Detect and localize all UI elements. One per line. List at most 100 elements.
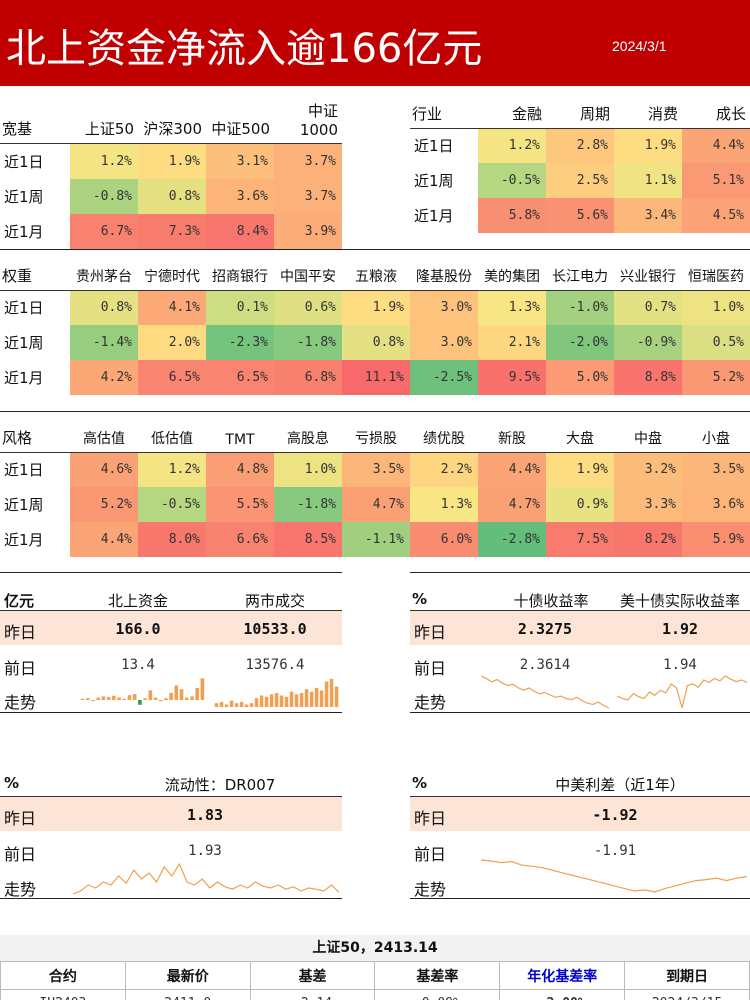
turnover-bar bbox=[219, 701, 224, 707]
weights-cell: -2.0% bbox=[546, 325, 614, 360]
broad-cell: 3.6% bbox=[206, 178, 274, 214]
north-flow-bar bbox=[91, 700, 95, 701]
north-flow-bar bbox=[153, 697, 158, 700]
industry-column-header: 周期 bbox=[546, 100, 614, 129]
weights-row: 近1周 -1.4% 2.0% -2.3% -1.8% 0.8% 3.0% 2.1% -2.0% -… bbox=[0, 325, 750, 360]
style-cell: 5.9% bbox=[682, 522, 750, 557]
north-flow-bar bbox=[122, 698, 126, 700]
style-cell: 1.0% bbox=[274, 452, 342, 487]
weights-cell: -1.8% bbox=[274, 325, 342, 360]
style-cell: 3.5% bbox=[682, 452, 750, 487]
industry-row-label: 近1月 bbox=[414, 207, 454, 225]
futures-cell: 2411.0 bbox=[124, 989, 251, 1000]
turnover-bar bbox=[244, 704, 249, 707]
north-flow-bar bbox=[132, 694, 137, 700]
broad-row-label: 近1月 bbox=[4, 222, 44, 241]
weights-column-header: 宁德时代 bbox=[138, 262, 206, 291]
industry-cell: 1.9% bbox=[614, 128, 682, 163]
bond-yield-panel: % 十债收益率 美十债实际收益率 昨日 2.3275 1.92 前日 2.361… bbox=[410, 582, 750, 713]
style-cell: 4.7% bbox=[478, 487, 546, 522]
row-label: 昨日 bbox=[414, 623, 447, 642]
broad-row: 近1周 -0.8% 0.8% 3.6% 3.7% bbox=[0, 178, 342, 214]
industry-cell: 5.1% bbox=[682, 163, 750, 198]
weights-column-header: 长江电力 bbox=[546, 262, 614, 291]
weights-cell: 11.1% bbox=[342, 360, 410, 395]
unit-label: % bbox=[412, 774, 428, 792]
broad-column-header: 上证50 bbox=[70, 100, 138, 144]
turnover-bar-sparkline bbox=[214, 679, 339, 707]
style-cell: 0.9% bbox=[546, 487, 614, 522]
style-cell: 3.2% bbox=[614, 452, 682, 487]
futures-cell: IH2403 bbox=[0, 989, 126, 1000]
north-flow-bar bbox=[184, 697, 189, 700]
yesterday-row-bg bbox=[410, 611, 750, 645]
broad-cell: 3.1% bbox=[206, 143, 274, 179]
weights-cell: 2.1% bbox=[478, 325, 546, 360]
futures-column-header: 到期日 bbox=[624, 961, 750, 990]
futures-row: IH24032411.0-2.14-0.09%-2.00%2024/3/15 bbox=[0, 989, 750, 1000]
turnover-bar bbox=[284, 696, 289, 707]
futures-cell: -0.09% bbox=[374, 989, 501, 1000]
industry-column-header: 消费 bbox=[614, 100, 682, 129]
industry-corner-label: 行业 bbox=[410, 100, 478, 129]
weights-cell: 6.5% bbox=[138, 360, 206, 395]
style-corner-label: 风格 bbox=[0, 424, 70, 453]
broad-cell: 7.3% bbox=[138, 213, 206, 249]
row-label: 走势 bbox=[414, 693, 447, 712]
turnover-bar bbox=[294, 694, 299, 707]
style-cell: 1.2% bbox=[138, 452, 206, 487]
weights-column-header: 五粮液 bbox=[342, 262, 410, 291]
divider bbox=[0, 796, 342, 797]
row-label: 昨日 bbox=[4, 623, 37, 642]
north-flow-bar bbox=[127, 695, 132, 700]
weights-cell: 4.1% bbox=[138, 290, 206, 325]
cn10y-line bbox=[480, 675, 610, 709]
weights-cell: 4.2% bbox=[70, 360, 138, 395]
turnover-prev-value: 13576.4 bbox=[245, 657, 305, 673]
yesterday-row-bg bbox=[0, 797, 342, 831]
unit-label: % bbox=[4, 774, 20, 792]
broad-cell: 3.7% bbox=[274, 178, 342, 214]
row-label: 前日 bbox=[414, 845, 447, 864]
style-column-header: 高估值 bbox=[70, 424, 138, 453]
row-label: 走势 bbox=[4, 693, 37, 712]
us10y-real-line bbox=[616, 675, 748, 709]
row-label: 昨日 bbox=[414, 809, 447, 828]
industry-cell: -0.5% bbox=[478, 163, 546, 198]
broad-row-label: 近1日 bbox=[4, 152, 44, 171]
dr007-prev-value: 1.93 bbox=[188, 843, 222, 859]
style-factor-table: 风格 高估值 低估值 TMT 高股息 亏损股 绩优股 新股 大盘 中盘 小盘 近1日 4.6% 1.2% 4… bbox=[0, 424, 750, 557]
turnover-bar bbox=[214, 703, 219, 707]
weights-cell: 0.8% bbox=[342, 325, 410, 360]
style-cell: 5.5% bbox=[206, 487, 274, 522]
weights-cell: 9.5% bbox=[478, 360, 546, 395]
column-header: 两市成交 bbox=[244, 592, 305, 610]
row-label: 走势 bbox=[4, 880, 37, 899]
style-row-label: 近1月 bbox=[4, 531, 44, 549]
futures-column-header: 合约 bbox=[0, 961, 126, 990]
turnover-bar bbox=[234, 703, 239, 707]
rate-spread-panel: % 中美利差（近1年） 昨日 -1.92 前日 -1.91 走势 bbox=[410, 770, 750, 900]
weights-row: 近1月 4.2% 6.5% 6.5% 6.8% 11.1% -2.5% 9.5% 5.0% 8.8… bbox=[0, 360, 750, 395]
spread-line bbox=[480, 859, 748, 893]
style-cell: 3.3% bbox=[614, 487, 682, 522]
broad-cell: 8.4% bbox=[206, 213, 274, 249]
style-cell: 4.4% bbox=[478, 452, 546, 487]
style-cell: 4.6% bbox=[70, 452, 138, 487]
north-prev-value: 13.4 bbox=[121, 657, 155, 673]
industry-table: 行业 金融 周期 消费 成长 近1日 1.2% 2.8% 1.9% 4.4% 近1周 -0.5% 2.5… bbox=[410, 100, 750, 233]
turnover-bar bbox=[324, 681, 329, 707]
style-column-header: TMT bbox=[206, 424, 274, 453]
weight-stocks-table: 权重 贵州茅台 宁德时代 招商银行 中国平安 五粮液 隆基股份 美的集团 长江电力 兴业银行 恒瑞医… bbox=[0, 262, 750, 395]
weights-cell: 0.5% bbox=[682, 325, 750, 360]
column-header: 美十债实际收益率 bbox=[619, 592, 740, 610]
broad-cell: 1.9% bbox=[138, 143, 206, 179]
report-date: 2024/3/1 bbox=[612, 38, 667, 54]
weights-cell: -1.4% bbox=[70, 325, 138, 360]
north-flow-bar bbox=[179, 689, 184, 701]
north-yesterday-value: 166.0 bbox=[115, 620, 161, 638]
turnover-bar bbox=[329, 679, 334, 707]
industry-cell: 4.4% bbox=[682, 128, 750, 163]
divider bbox=[410, 712, 750, 713]
divider bbox=[410, 610, 750, 611]
